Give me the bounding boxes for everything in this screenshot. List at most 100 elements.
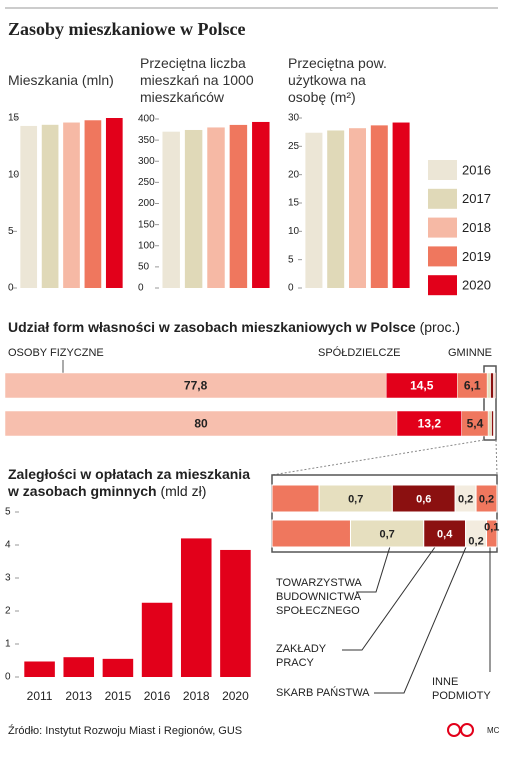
- bar-segment: [490, 372, 494, 399]
- bar-segment: [491, 410, 494, 437]
- bar: [84, 120, 102, 289]
- zoom-value-label: 0,2: [468, 535, 483, 547]
- x-tick-label: 2016: [144, 689, 171, 703]
- legend-label: 2017: [462, 191, 491, 206]
- bar-segment: [4, 410, 398, 437]
- x-tick-label: 2018: [183, 689, 210, 703]
- logo: [447, 723, 461, 737]
- bar: [63, 657, 95, 677]
- bar: [252, 121, 270, 289]
- y-tick-label: 0: [5, 672, 11, 683]
- legend-swatch: [428, 246, 457, 267]
- bar: [41, 124, 59, 288]
- series-label: ZAKŁADY PRACY: [276, 643, 326, 669]
- leader-line: [356, 539, 393, 593]
- x-tick-label: 2020: [222, 689, 249, 703]
- y-tick-label: 0: [288, 283, 294, 294]
- bar-segment: [487, 410, 492, 437]
- bar: [370, 125, 388, 288]
- series-label: GMINNE: [448, 347, 492, 359]
- zoom-value-label: 0,2: [479, 493, 494, 505]
- value-label: 13,2: [418, 417, 442, 431]
- bar: [63, 122, 80, 289]
- series-label: SPÓŁDZIELCZE: [318, 347, 401, 359]
- series-label: SKARB PAŃSTWA: [276, 687, 370, 699]
- zoom-box: [483, 365, 497, 441]
- y-tick-label: 30: [288, 113, 300, 124]
- value-label: 6,1: [464, 379, 481, 393]
- y-tick-label: 150: [138, 219, 155, 230]
- bar: [180, 538, 212, 677]
- legend-label: 2020: [462, 278, 491, 293]
- y-tick-label: 10: [288, 226, 300, 237]
- chart-unit: (proc.): [419, 319, 461, 335]
- bar: [392, 122, 410, 289]
- zoom-value-label: 0,7: [348, 493, 363, 505]
- bar: [229, 124, 248, 288]
- zoom-value-label: 0,6: [416, 493, 431, 505]
- value-label: 77,8: [184, 379, 208, 393]
- bar-segment: [4, 372, 387, 399]
- value-label: 5,4: [467, 417, 484, 431]
- bar-segment: [385, 372, 458, 399]
- zoom-segment: [486, 519, 498, 548]
- leader-line: [489, 539, 494, 672]
- y-tick-label: 50: [138, 262, 150, 273]
- y-tick-label: 200: [138, 198, 155, 209]
- bar: [305, 132, 323, 288]
- y-tick-label: 25: [288, 141, 300, 152]
- legend-swatch: [428, 275, 457, 296]
- y-tick-label: 400: [138, 114, 155, 125]
- bar-segment: [457, 372, 488, 399]
- chart-heading: Zaległości w opłatach za mieszkania w za…: [8, 466, 258, 500]
- zoom-connector: [495, 439, 498, 476]
- x-tick-label: 2015: [105, 689, 132, 703]
- zoom-value-label: 0,7: [379, 528, 394, 540]
- y-tick-label: 300: [138, 156, 155, 167]
- zoom-segment: [391, 484, 456, 513]
- bar-segment: [461, 410, 489, 437]
- chart-title: Mieszkania (mln): [8, 72, 114, 88]
- y-tick-label: 0: [138, 283, 144, 294]
- series-label: OSOBY FIZYCZNE: [8, 347, 104, 359]
- logo: [460, 723, 474, 737]
- chart-title: Zaległości w opłatach za mieszkania w za…: [8, 466, 250, 499]
- source: Źródło: Instytut Rozwoju Miast i Regionó…: [8, 724, 242, 737]
- y-tick-label: 100: [138, 240, 155, 251]
- y-tick-label: 350: [138, 135, 155, 146]
- zoom-segment: [271, 519, 351, 548]
- leader-line: [374, 539, 470, 694]
- legend-swatch: [428, 217, 457, 238]
- bar: [105, 118, 123, 288]
- y-tick-label: 4: [5, 540, 11, 551]
- x-tick-label: 2013: [65, 689, 92, 703]
- series-label: TOWARZYSTWA BUDOWNICTWA SPOŁECZNEGO: [276, 577, 362, 617]
- bar: [141, 602, 173, 677]
- bar: [327, 130, 345, 288]
- bar: [20, 125, 38, 288]
- zoom-segment: [475, 484, 498, 513]
- bar: [207, 127, 225, 288]
- y-tick-label: 1: [5, 639, 11, 650]
- y-tick-label: 15: [288, 198, 300, 209]
- value-label: 80: [194, 417, 208, 431]
- chart-heading: Udział form własności w zasobach mieszka…: [8, 319, 508, 336]
- bar: [220, 549, 251, 677]
- bar: [24, 661, 55, 677]
- y-tick-label: 5: [5, 507, 11, 518]
- chart-title: Przeciętna pow. użytkowa na osobę (m²): [288, 55, 387, 105]
- y-tick-label: 5: [8, 226, 14, 237]
- zoom-segment: [271, 484, 320, 513]
- zoom-value-label: 0,2: [458, 493, 473, 505]
- y-tick-label: 250: [138, 177, 155, 188]
- y-tick-label: 20: [288, 169, 300, 180]
- zoom-value-label: 0,1: [484, 521, 499, 533]
- chart-unit: (mld zł): [160, 483, 207, 499]
- bar: [162, 131, 180, 288]
- legend-swatch: [428, 188, 457, 209]
- y-tick-label: 0: [8, 283, 14, 294]
- bar-segment: [494, 372, 496, 399]
- bar-segment: [486, 372, 491, 399]
